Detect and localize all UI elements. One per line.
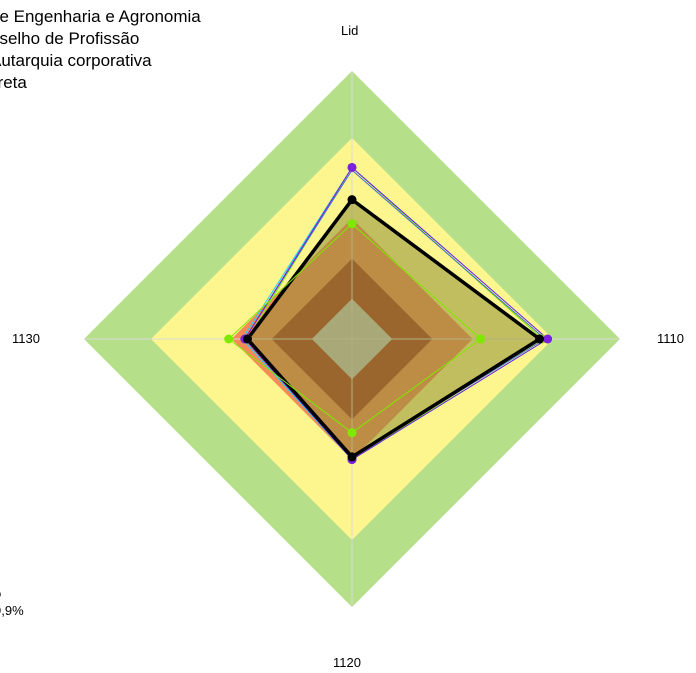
series-point — [543, 334, 553, 344]
series-point — [242, 334, 252, 344]
series-point — [347, 219, 357, 229]
title-line-3: Autarquia corporativa — [0, 51, 152, 70]
footnote-line-1: o — [0, 585, 24, 602]
axis-label-lid: Lid — [341, 23, 359, 38]
axis-label-1110: 1110 — [657, 331, 684, 346]
series-point — [224, 334, 234, 344]
title-line-1: de Engenharia e Agronomia — [0, 7, 201, 26]
axis-label-1120: 1120 — [333, 655, 361, 670]
radar-series — [224, 162, 553, 465]
axis-label-1130: 1130 — [12, 331, 40, 346]
series-point — [476, 334, 486, 344]
series-point — [535, 334, 545, 344]
series-point — [347, 162, 357, 172]
title-line-4: lireta — [0, 73, 27, 92]
series-point — [347, 428, 357, 438]
footnote-line-2: 9,9% — [0, 603, 24, 618]
series-point — [347, 452, 357, 462]
series-point — [347, 195, 357, 205]
title-line-2: nselho de Profissão — [0, 29, 140, 48]
footnote: o 9,9% — [0, 585, 24, 619]
chart-title: de Engenharia e Agronomia nselho de Prof… — [0, 6, 201, 94]
